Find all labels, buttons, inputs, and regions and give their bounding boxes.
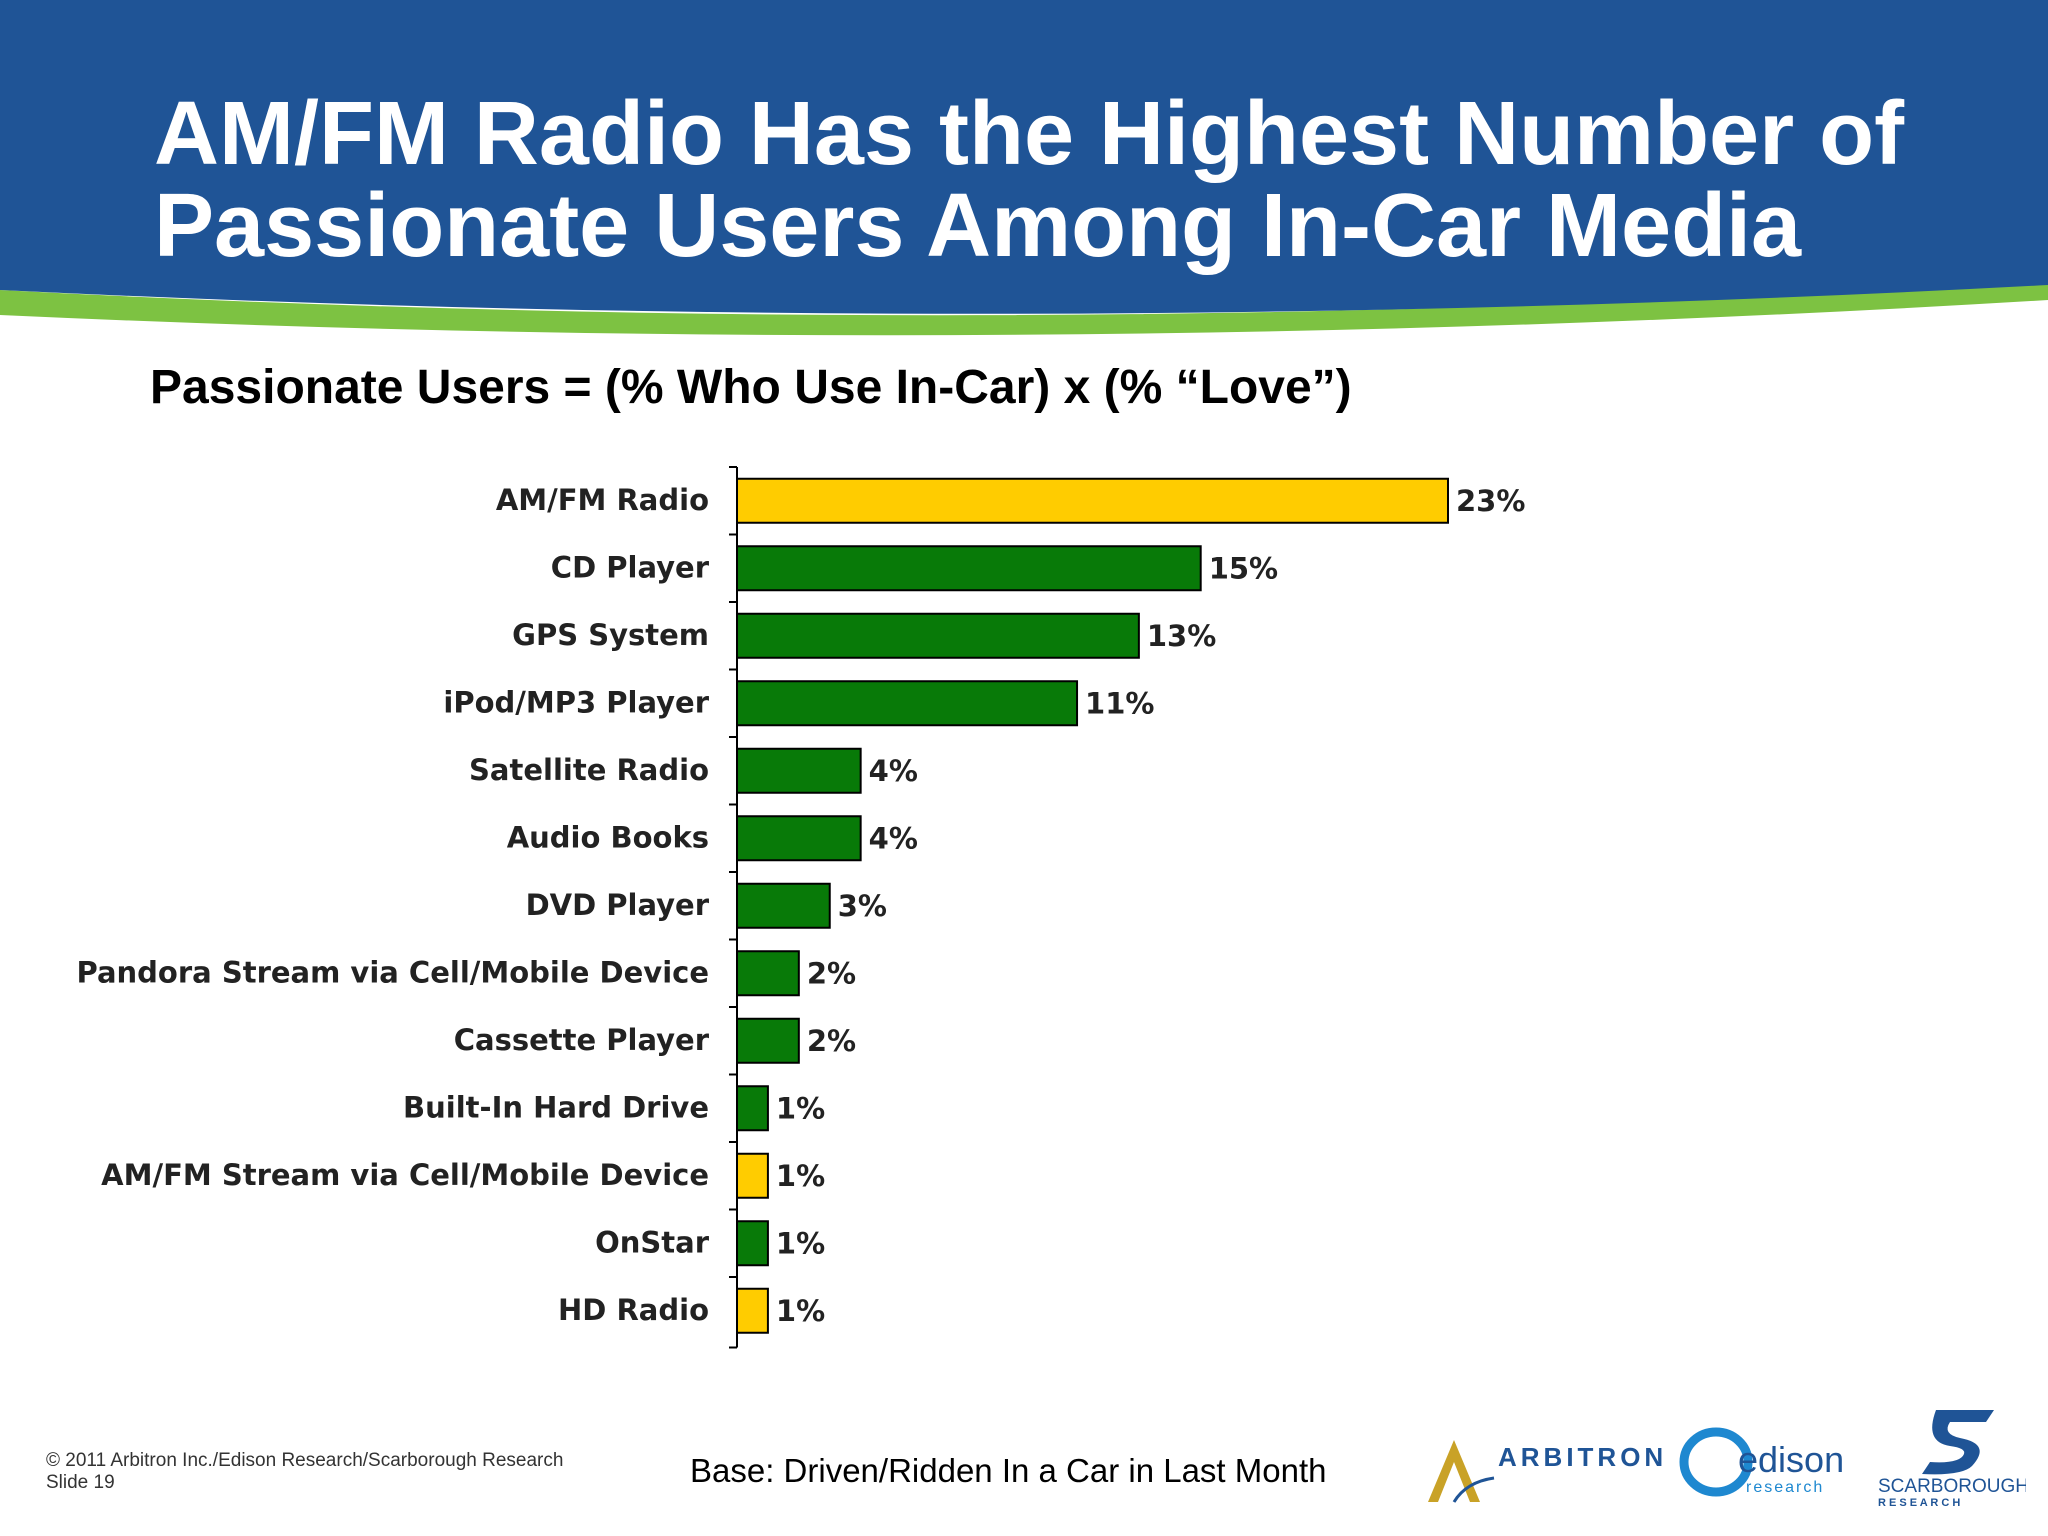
bar	[736, 612, 1140, 659]
arbitron-swoosh-icon	[1452, 1476, 1495, 1503]
edison-ring-icon	[1679, 1427, 1753, 1497]
category-label: GPS System	[512, 618, 709, 652]
arbitron-wordmark: ARBITRON	[1498, 1442, 1664, 1472]
header-blue-band	[0, 0, 2048, 314]
edison-logo: edison research	[1679, 1427, 1844, 1497]
arbitron-triangle-icon	[1428, 1440, 1480, 1502]
edison-subtext: research	[1746, 1479, 1824, 1496]
data-label: 1%	[776, 1091, 825, 1125]
data-label: 3%	[838, 889, 887, 923]
bar	[736, 747, 862, 794]
category-label: HD Radio	[558, 1293, 709, 1327]
data-label: 4%	[869, 754, 918, 788]
data-label: 1%	[776, 1294, 825, 1328]
data-label: 23%	[1456, 484, 1525, 518]
category-label: Pandora Stream via Cell/Mobile Device	[76, 955, 709, 989]
data-label: 4%	[869, 821, 918, 855]
data-label: 1%	[776, 1159, 825, 1193]
formula-subtitle: Passionate Users = (% Who Use In-Car) x …	[150, 361, 1352, 414]
bar	[736, 1017, 800, 1064]
data-label: 2%	[807, 956, 856, 990]
category-label: Cassette Player	[454, 1023, 710, 1057]
scarborough-subtext: R E S E A R C H	[1878, 1497, 1960, 1509]
bar	[736, 545, 1202, 592]
arbitron-logo: ARBITRON	[1428, 1440, 1664, 1503]
category-label: AM/FM Radio	[496, 483, 709, 517]
copyright-text: © 2011 Arbitron Inc./Edison Research/Sca…	[46, 1450, 564, 1471]
base-note: Base: Driven/Ridden In a Car in Last Mon…	[690, 1452, 1327, 1489]
data-label: 1%	[776, 1226, 825, 1260]
category-label: Audio Books	[507, 820, 709, 854]
category-label: Satellite Radio	[469, 753, 709, 787]
bar	[736, 882, 831, 929]
footer-copyright: © 2011 Arbitron Inc./Edison Research/Sca…	[46, 1450, 563, 1494]
scarborough-s-icon	[1922, 1410, 1994, 1475]
bar	[736, 1085, 769, 1132]
data-label: 13%	[1147, 619, 1216, 653]
header-band	[0, 0, 2048, 336]
data-label: 15%	[1209, 551, 1278, 585]
slide-title-line1: AM/FM Radio Has the Highest Number of	[154, 84, 1905, 184]
scarborough-logo: SCARBOROUGH R E S E A R C H	[1878, 1410, 2026, 1509]
bar	[736, 1152, 769, 1199]
bar	[736, 680, 1079, 727]
bar-chart: AM/FM Radio 23% CD Player 15% GPS System 13% i…	[76, 466, 1525, 1349]
category-label: AM/FM Stream via Cell/Mobile Device	[101, 1158, 709, 1192]
slide-title: AM/FM Radio Has the Highest Number of Pa…	[154, 88, 2014, 272]
data-label: 11%	[1085, 686, 1154, 720]
slide-number: Slide 19	[46, 1472, 115, 1493]
bar	[736, 1287, 769, 1334]
bar	[736, 477, 1449, 524]
slide-title-line2: Passionate Users Among In-Car Media	[154, 176, 1802, 276]
bar	[736, 1220, 769, 1267]
category-label: iPod/MP3 Player	[443, 685, 709, 719]
category-label: CD Player	[551, 550, 710, 584]
category-label: Built-In Hard Drive	[403, 1090, 709, 1124]
header-green-accent	[0, 280, 2048, 336]
bar	[736, 815, 862, 862]
data-label: 2%	[807, 1024, 856, 1058]
category-label: OnStar	[595, 1225, 710, 1259]
scarborough-wordmark: SCARBOROUGH	[1878, 1476, 2026, 1497]
category-label: DVD Player	[526, 888, 710, 922]
bar	[736, 950, 800, 997]
edison-wordmark: edison	[1738, 1439, 1844, 1480]
